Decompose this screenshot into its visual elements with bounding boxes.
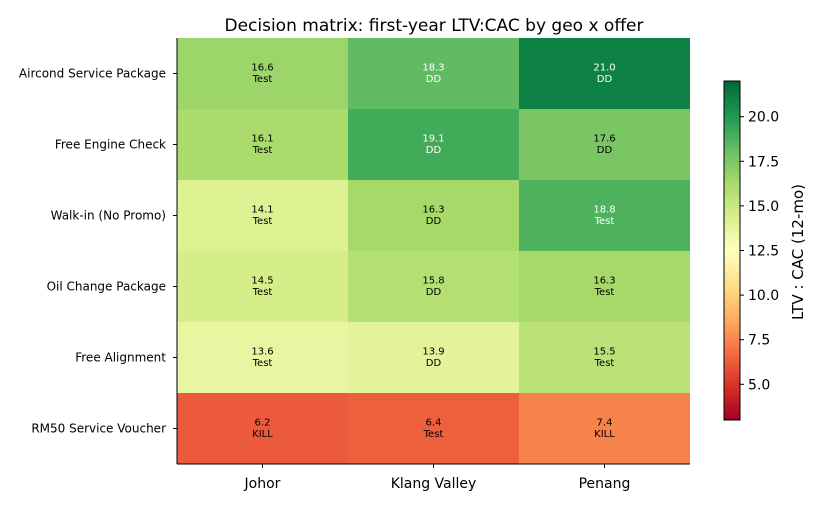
cell-value-label: 7.4	[597, 418, 613, 429]
column-label: Klang Valley	[391, 476, 477, 492]
cell-value-label: 6.2	[255, 418, 271, 429]
cell-value-label: 13.6	[251, 347, 273, 358]
heatmap-cell	[177, 251, 348, 322]
colorbar-tick-label: 20.0	[748, 110, 779, 126]
row-labels: Aircond Service Package Free Engine Check…	[19, 67, 177, 436]
cell-decision-label: Test	[594, 358, 615, 369]
row-label: RM50 Service Voucher	[31, 422, 166, 436]
heatmap-cell	[177, 38, 348, 109]
colorbar-label: LTV : CAC (12-mo)	[789, 184, 807, 320]
column-label: Johor	[244, 476, 281, 492]
heatmap-cells: 16.6Test18.3DD21.0DD16.1Test19.1DD17.6DD…	[177, 38, 690, 464]
colorbar-tick-label: 10.0	[748, 288, 779, 304]
cell-value-label: 17.6	[593, 134, 615, 145]
cell-decision-label: Test	[594, 287, 615, 298]
cell-decision-label: Test	[252, 216, 273, 227]
cell-decision-label: Test	[252, 74, 273, 85]
colorbar-tick-label: 7.5	[748, 333, 770, 349]
cell-decision-label: DD	[426, 216, 442, 227]
heatmap-cell	[519, 38, 690, 109]
cell-value-label: 16.3	[593, 276, 615, 287]
cell-decision-label: DD	[597, 74, 613, 85]
heatmap-cell	[177, 393, 348, 464]
cell-decision-label: DD	[426, 145, 442, 156]
cell-decision-label: KILL	[594, 429, 615, 440]
row-label: Aircond Service Package	[19, 67, 166, 81]
row-label: Free Alignment	[75, 351, 166, 365]
heatmap-cell	[177, 322, 348, 393]
cell-value-label: 6.4	[426, 418, 442, 429]
colorbar-tick-label: 12.5	[748, 244, 779, 260]
heatmap-cell	[348, 251, 519, 322]
heatmap-cell	[348, 322, 519, 393]
colorbar-tick-label: 5.0	[748, 377, 770, 393]
heatmap-cell	[348, 109, 519, 180]
heatmap-cell	[177, 180, 348, 251]
cell-decision-label: Test	[252, 358, 273, 369]
row-label: Oil Change Package	[47, 280, 166, 294]
heatmap-cell	[519, 251, 690, 322]
cell-value-label: 15.5	[593, 347, 615, 358]
colorbar: 5.0 7.5 10.0 12.5 15.0 17.5 20.0	[723, 80, 779, 421]
column-labels: Johor Klang Valley Penang	[244, 464, 631, 492]
heatmap-cell	[348, 180, 519, 251]
axes	[176, 38, 690, 465]
heatmap-cell	[177, 109, 348, 180]
heatmap-cell	[519, 109, 690, 180]
cell-decision-label: Test	[252, 145, 273, 156]
cell-value-label: 14.5	[251, 276, 273, 287]
colorbar-gradient	[723, 80, 741, 421]
colorbar-tick-label: 15.0	[748, 199, 779, 215]
cell-decision-label: DD	[597, 145, 613, 156]
column-label: Penang	[579, 476, 631, 492]
cell-decision-label: DD	[426, 358, 442, 369]
cell-value-label: 16.6	[251, 63, 273, 74]
heatmap-cell	[519, 393, 690, 464]
colorbar-tick-label: 17.5	[748, 154, 779, 170]
cell-value-label: 13.9	[422, 347, 444, 358]
cell-value-label: 21.0	[593, 63, 615, 74]
row-label: Walk-in (No Promo)	[51, 209, 166, 223]
heatmap-cell	[348, 393, 519, 464]
cell-decision-label: Test	[423, 429, 444, 440]
cell-value-label: 16.1	[251, 134, 273, 145]
chart-title: Decision matrix: first-year LTV:CAC by g…	[224, 16, 643, 36]
cell-decision-label: Test	[252, 287, 273, 298]
row-label: Free Engine Check	[55, 138, 166, 152]
cell-value-label: 18.8	[593, 205, 615, 216]
cell-decision-label: DD	[426, 74, 442, 85]
cell-value-label: 19.1	[422, 134, 444, 145]
cell-value-label: 16.3	[422, 205, 444, 216]
heatmap-cell	[519, 322, 690, 393]
cell-value-label: 14.1	[251, 205, 273, 216]
cell-value-label: 18.3	[422, 63, 444, 74]
heatmap-cell	[348, 38, 519, 109]
cell-decision-label: KILL	[252, 429, 273, 440]
heatmap-cell	[519, 180, 690, 251]
cell-value-label: 15.8	[422, 276, 444, 287]
cell-decision-label: DD	[426, 287, 442, 298]
cell-decision-label: Test	[594, 216, 615, 227]
